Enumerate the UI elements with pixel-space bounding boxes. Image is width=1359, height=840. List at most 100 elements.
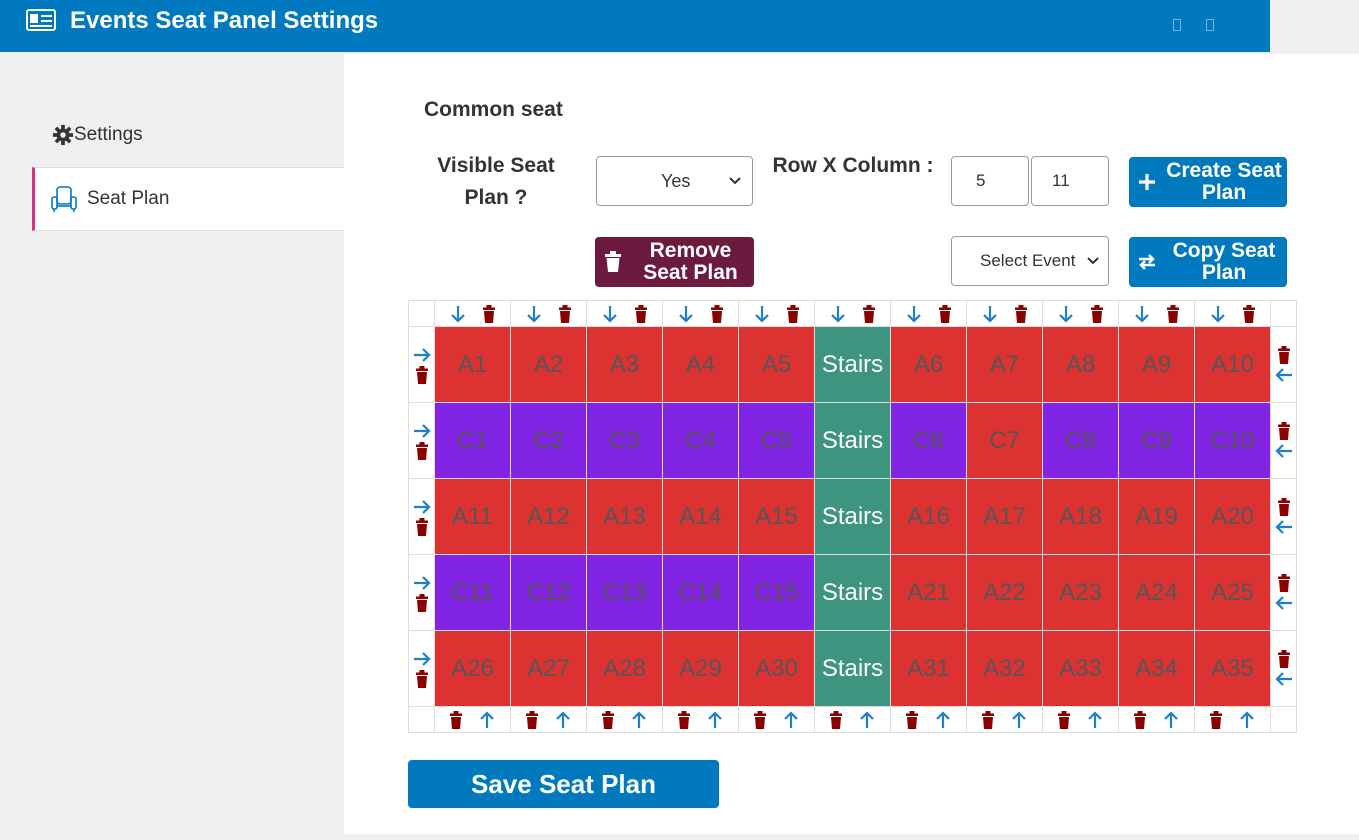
window-control-icon[interactable] [1173,19,1181,31]
event-select[interactable]: Select Event [951,236,1109,286]
delete-column-icon[interactable] [1166,304,1180,323]
delete-row-icon[interactable] [1277,345,1291,364]
delete-column-icon[interactable] [558,304,572,323]
arrow-up-icon[interactable] [1010,710,1028,729]
arrow-up-icon[interactable] [554,710,572,729]
seat-cell[interactable]: C4 [663,403,739,479]
arrow-up-icon[interactable] [630,710,648,729]
delete-row-icon[interactable] [415,441,429,460]
seat-cell[interactable]: A15 [739,479,815,555]
delete-column-icon[interactable] [1014,304,1028,323]
seat-cell[interactable]: Stairs [815,631,891,707]
arrow-down-icon[interactable] [981,305,999,323]
seat-cell[interactable]: A24 [1119,555,1195,631]
delete-column-icon[interactable] [1057,710,1071,729]
delete-column-icon[interactable] [1209,710,1223,729]
seat-cell[interactable]: A31 [891,631,967,707]
seat-cell[interactable]: A22 [967,555,1043,631]
seat-cell[interactable]: A11 [435,479,511,555]
arrow-right-icon[interactable] [413,498,431,516]
seat-cell[interactable]: A19 [1119,479,1195,555]
seat-cell[interactable]: A29 [663,631,739,707]
seat-cell[interactable]: A6 [891,327,967,403]
seat-cell[interactable]: A17 [967,479,1043,555]
delete-column-icon[interactable] [710,304,724,323]
create-seat-plan-button[interactable]: Create Seat Plan [1129,157,1287,207]
delete-column-icon[interactable] [1090,304,1104,323]
delete-column-icon[interactable] [905,710,919,729]
window-control-icon[interactable] [1206,19,1214,31]
arrow-up-icon[interactable] [478,710,496,729]
delete-column-icon[interactable] [1133,710,1147,729]
seat-cell[interactable]: A27 [511,631,587,707]
arrow-down-icon[interactable] [1133,305,1151,323]
arrow-down-icon[interactable] [449,305,467,323]
seat-cell[interactable]: A34 [1119,631,1195,707]
seat-cell[interactable]: Stairs [815,479,891,555]
seat-cell[interactable]: A9 [1119,327,1195,403]
seat-cell[interactable]: C1 [435,403,511,479]
seat-cell[interactable]: A16 [891,479,967,555]
arrow-left-icon[interactable] [1274,670,1293,688]
seat-cell[interactable]: Stairs [815,555,891,631]
seat-cell[interactable]: C9 [1119,403,1195,479]
arrow-left-icon[interactable] [1274,366,1293,384]
arrow-up-icon[interactable] [1238,710,1256,729]
seat-cell[interactable]: C14 [663,555,739,631]
delete-row-icon[interactable] [415,365,429,384]
delete-row-icon[interactable] [1277,573,1291,592]
arrow-down-icon[interactable] [905,305,923,323]
delete-row-icon[interactable] [1277,497,1291,516]
delete-row-icon[interactable] [415,593,429,612]
seat-cell[interactable]: A13 [587,479,663,555]
arrow-left-icon[interactable] [1274,442,1293,460]
seat-cell[interactable]: A26 [435,631,511,707]
delete-column-icon[interactable] [449,710,463,729]
delete-column-icon[interactable] [634,304,648,323]
seat-cell[interactable]: C8 [1043,403,1119,479]
delete-column-icon[interactable] [677,710,691,729]
seat-cell[interactable]: A10 [1195,327,1271,403]
arrow-right-icon[interactable] [413,650,431,668]
arrow-down-icon[interactable] [753,305,771,323]
arrow-down-icon[interactable] [1209,305,1227,323]
seat-cell[interactable]: C12 [511,555,587,631]
arrow-right-icon[interactable] [413,574,431,592]
seat-cell[interactable]: C5 [739,403,815,479]
arrow-down-icon[interactable] [829,305,847,323]
delete-column-icon[interactable] [981,710,995,729]
save-seat-plan-button[interactable]: Save Seat Plan [408,760,719,808]
seat-cell[interactable]: A5 [739,327,815,403]
seat-cell[interactable]: A4 [663,327,739,403]
seat-cell[interactable]: C6 [891,403,967,479]
delete-row-icon[interactable] [1277,421,1291,440]
seat-cell[interactable]: C3 [587,403,663,479]
seat-cell[interactable]: A3 [587,327,663,403]
seat-cell[interactable]: A30 [739,631,815,707]
arrow-left-icon[interactable] [1274,594,1293,612]
seat-cell[interactable]: A14 [663,479,739,555]
delete-row-icon[interactable] [415,669,429,688]
delete-column-icon[interactable] [1242,304,1256,323]
arrow-left-icon[interactable] [1274,518,1293,536]
seat-cell[interactable]: C15 [739,555,815,631]
delete-column-icon[interactable] [525,710,539,729]
arrow-down-icon[interactable] [677,305,695,323]
arrow-up-icon[interactable] [782,710,800,729]
seat-cell[interactable]: C13 [587,555,663,631]
seat-cell[interactable]: A18 [1043,479,1119,555]
seat-cell[interactable]: Stairs [815,403,891,479]
arrow-right-icon[interactable] [413,422,431,440]
delete-column-icon[interactable] [829,710,843,729]
seat-cell[interactable]: C7 [967,403,1043,479]
delete-row-icon[interactable] [415,517,429,536]
seat-cell[interactable]: A25 [1195,555,1271,631]
sidebar-item-seat-plan[interactable]: Seat Plan [32,167,344,231]
arrow-up-icon[interactable] [1162,710,1180,729]
seat-cell[interactable]: C10 [1195,403,1271,479]
seat-cell[interactable]: Stairs [815,327,891,403]
seat-cell[interactable]: A7 [967,327,1043,403]
seat-cell[interactable]: C11 [435,555,511,631]
delete-column-icon[interactable] [938,304,952,323]
arrow-down-icon[interactable] [525,305,543,323]
